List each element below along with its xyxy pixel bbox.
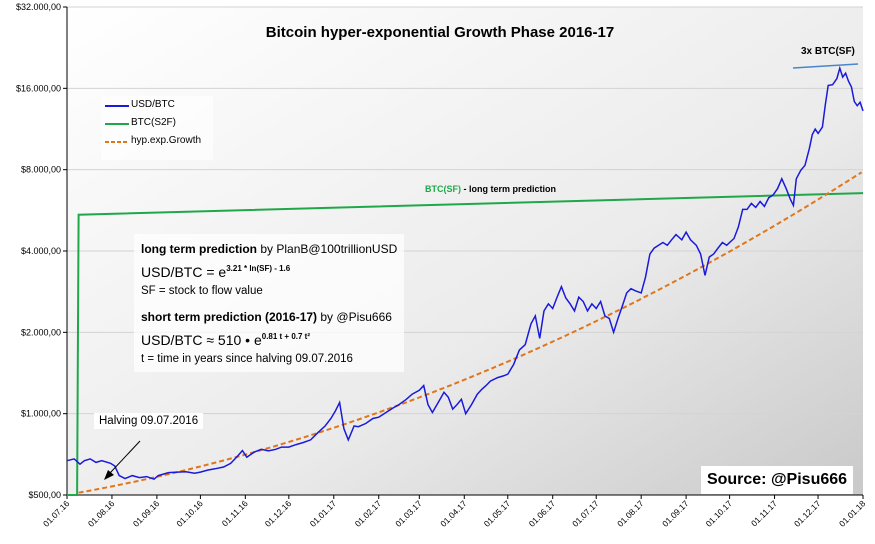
lt-formula-base: USD/BTC = e bbox=[141, 264, 227, 280]
legend-item-hyp-exp: hyp.exp.Growth bbox=[101, 132, 213, 150]
annotation-long-term: BTC(SF) - long term prediction bbox=[425, 184, 556, 194]
st-heading: short term prediction (2016-17) by @Pisu… bbox=[141, 310, 392, 324]
series-usd-btc-line bbox=[66, 65, 864, 481]
chart-title: Bitcoin hyper-exponential Growth Phase 2… bbox=[265, 24, 615, 41]
x-tick-label: 01.11.17 bbox=[749, 498, 779, 528]
st-formula: USD/BTC ≈ 510 • e0.81 t + 0.7 t² bbox=[141, 332, 310, 348]
series-btc-s2f-line bbox=[67, 192, 864, 496]
halving-label: Halving 09.07.2016 bbox=[94, 413, 204, 429]
t-definition: t = time in years since halving 09.07.20… bbox=[141, 353, 353, 365]
st-formula-exponent: 0.81 t + 0.7 t² bbox=[261, 332, 310, 341]
x-tick-label: 01.05.17 bbox=[482, 498, 513, 529]
x-tick-label: 01.04.17 bbox=[438, 498, 469, 529]
legend: USD/BTC BTC(S2F) hyp.exp.Growth bbox=[101, 96, 213, 160]
x-tick-label: 01.09.17 bbox=[660, 498, 691, 529]
halving-arrow-line bbox=[109, 440, 141, 474]
x-tick-label: 01.06.17 bbox=[527, 498, 558, 529]
legend-label-usd-btc: USD/BTC bbox=[131, 99, 175, 110]
y-tick-label: $500,00 bbox=[28, 490, 61, 500]
y-axis-ticks: $500,00 $1.000,00 $2.000,00 $4.000,00 $8.000… bbox=[16, 2, 68, 500]
legend-label-btc-s2f: BTC(S2F) bbox=[131, 117, 176, 128]
x-tick-label: 01.08.16 bbox=[86, 498, 117, 529]
x-tick-label: 01.01.18 bbox=[837, 498, 868, 529]
legend-swatch-btc-s2f bbox=[105, 123, 129, 125]
y-tick-label: $2.000,00 bbox=[21, 327, 61, 337]
lt-heading-by: by PlanB@100trillionUSD bbox=[257, 242, 398, 256]
x-tick-label: 01.11.16 bbox=[220, 498, 250, 528]
annotation-long-term-btcsf: BTC(SF) bbox=[425, 184, 461, 194]
st-heading-bold: short term prediction (2016-17) bbox=[141, 310, 318, 324]
y-tick-label: $4.000,00 bbox=[21, 246, 61, 256]
annotation-long-term-text: - long term prediction bbox=[461, 184, 557, 194]
x-axis-ticks: 01.07.16 01.08.16 01.09.16 01.10.16 01.11.16… bbox=[41, 494, 868, 529]
x-tick-label: 01.12.16 bbox=[263, 498, 294, 529]
y-tick-label: $32.000,00 bbox=[16, 2, 61, 12]
legend-swatch-hyp-exp bbox=[105, 141, 129, 143]
x-tick-label: 01.01.17 bbox=[308, 498, 339, 529]
lt-formula: USD/BTC = e3.21 * ln(SF) - 1.6 bbox=[141, 264, 290, 280]
x-tick-label: 01.12.17 bbox=[792, 498, 823, 529]
sf-definition: SF = stock to flow value bbox=[141, 285, 263, 297]
annotation-3x-sf: 3x BTC(SF) bbox=[801, 46, 855, 57]
y-tick-label: $1.000,00 bbox=[21, 409, 61, 419]
legend-item-usd-btc: USD/BTC bbox=[101, 96, 213, 114]
formula-box: long term prediction by PlanB@100trillio… bbox=[134, 234, 404, 372]
x-tick-label: 01.03.17 bbox=[393, 498, 424, 529]
st-formula-base: USD/BTC ≈ 510 • e bbox=[141, 332, 262, 348]
series-hyp-exp-growth-line bbox=[78, 171, 863, 494]
x-tick-label: 01.09.16 bbox=[131, 498, 162, 529]
lt-formula-exponent: 3.21 * ln(SF) - 1.6 bbox=[226, 264, 291, 273]
x-tick-label: 01.07.16 bbox=[41, 498, 72, 529]
x-tick-label: 01.08.17 bbox=[615, 498, 646, 529]
x-tick-label: 01.07.17 bbox=[570, 498, 601, 529]
legend-item-btc-s2f: BTC(S2F) bbox=[101, 114, 213, 132]
sf-top-line bbox=[792, 63, 859, 69]
x-tick-label: 01.02.17 bbox=[353, 498, 384, 529]
x-tick-label: 01.10.16 bbox=[174, 498, 205, 529]
lt-heading-bold: long term prediction bbox=[141, 242, 258, 256]
halving-arrow-head bbox=[104, 470, 114, 480]
y-tick-label: $16.000,00 bbox=[16, 83, 61, 93]
x-tick-label: 01.10.17 bbox=[704, 498, 735, 529]
legend-swatch-usd-btc bbox=[105, 105, 129, 107]
y-tick-label: $8.000,00 bbox=[21, 165, 61, 175]
st-heading-by: by @Pisu666 bbox=[317, 310, 392, 324]
source-label: Source: @Pisu666 bbox=[701, 466, 853, 494]
lt-heading: long term prediction by PlanB@100trillio… bbox=[141, 242, 397, 256]
legend-label-hyp-exp: hyp.exp.Growth bbox=[131, 135, 202, 146]
